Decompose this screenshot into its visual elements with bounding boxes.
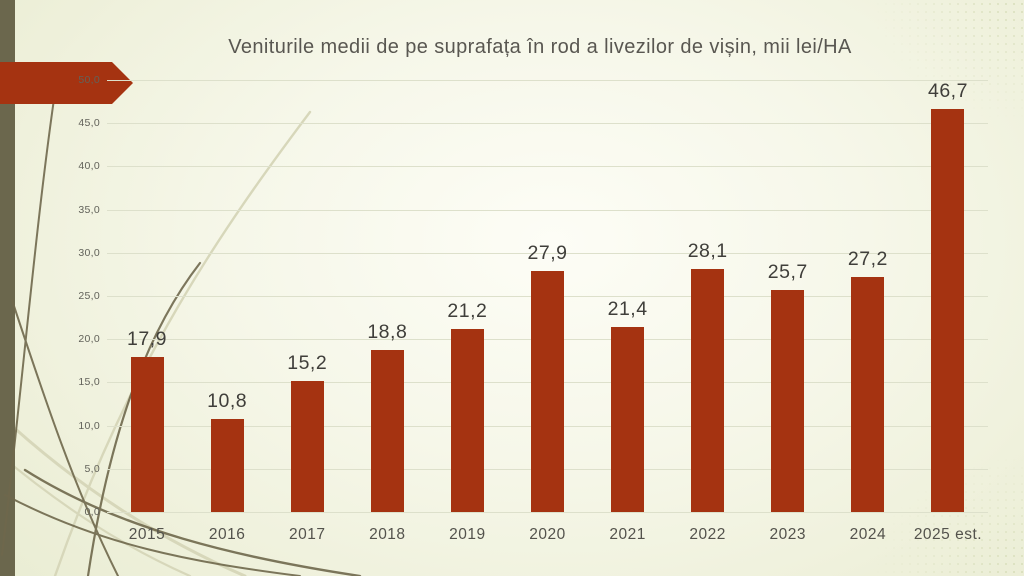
y-axis-tick-label: 25,0: [78, 290, 100, 302]
y-axis-tick-label: 40,0: [78, 160, 100, 173]
bar-value-label: 10,8: [207, 389, 248, 412]
y-axis-tick-label: 45,0: [78, 117, 100, 130]
y-axis-tick-label: 50,0: [78, 74, 100, 86]
chart-title: Veniturile medii de pe suprafața în rod …: [228, 36, 852, 58]
bar-value-label: 27,2: [847, 247, 888, 270]
x-axis-category-label: 2022: [689, 526, 726, 543]
bar: [290, 380, 324, 512]
bar-value-label: 28,1: [687, 240, 728, 263]
y-axis-tick-label: 15,0: [78, 376, 100, 389]
gridline: [107, 80, 988, 81]
bar: [851, 276, 885, 512]
bar-value-label: 21,2: [447, 299, 488, 322]
bar-value-label: 15,2: [287, 351, 328, 374]
bar: [531, 270, 564, 512]
x-axis-category-label: 2019: [449, 526, 486, 543]
bar-value-label: 46,7: [927, 79, 968, 102]
bar: [931, 108, 965, 512]
x-axis-category-label: 2021: [609, 526, 646, 543]
gridline: [107, 512, 988, 513]
gridline: [107, 166, 988, 168]
bar: [210, 418, 244, 512]
y-axis-tick-label: 35,0: [78, 203, 100, 216]
x-axis-category-label: 2025 est.: [913, 526, 983, 543]
bar: [370, 349, 404, 512]
bar: [130, 357, 164, 512]
bar: [611, 327, 645, 512]
x-axis-category-label: 2018: [369, 526, 406, 543]
y-axis-tick-label: 30,0: [78, 246, 100, 259]
arrow-banner: [0, 62, 133, 104]
x-axis-category-label: 2024: [849, 526, 887, 543]
bar-value-label: 21,4: [607, 298, 648, 321]
bar-value-label: 18,8: [367, 320, 408, 343]
y-axis-tick-label: 0,0: [84, 506, 100, 518]
bar: [691, 269, 725, 512]
gridline: [107, 209, 988, 211]
bar: [771, 289, 805, 512]
x-axis-category-label: 2020: [529, 526, 566, 543]
x-axis-category-label: 2023: [769, 526, 807, 543]
x-axis-category-label: 2016: [208, 526, 246, 543]
y-axis-tick-label: 10,0: [78, 419, 100, 432]
bar-value-label: 17,9: [127, 328, 168, 351]
gridline: [107, 123, 988, 125]
y-axis-tick-label: 5,0: [84, 462, 100, 475]
x-axis-category-label: 2017: [288, 526, 326, 543]
gridline: [107, 252, 988, 254]
left-accent-bar: [0, 0, 15, 576]
bar-value-label: 25,7: [767, 260, 808, 283]
wisp-curves-light: [0, 110, 312, 576]
x-axis-category-label: 2015: [128, 526, 166, 543]
y-axis-tick-label: 20,0: [78, 333, 100, 346]
bar: [450, 328, 484, 512]
bar-value-label: 27,9: [527, 241, 568, 264]
corner-dot-texture-top-right: [874, 0, 1024, 120]
